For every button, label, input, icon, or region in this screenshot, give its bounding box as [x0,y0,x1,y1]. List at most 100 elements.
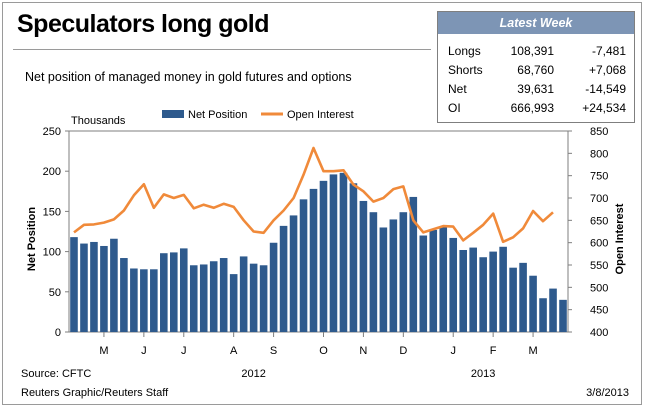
y-tick-label-left: 150 [43,206,61,218]
row-label: OI [448,101,461,115]
bar-net-position [519,262,527,332]
latest-week-row-oi: OI 666,993 +24,534 [438,101,634,119]
bar-net-position [110,238,118,332]
bar-net-position [269,242,278,332]
x-tick-label: F [490,345,497,357]
x-year-label: 2012 [241,368,265,380]
x-year-label: 2013 [471,368,495,380]
bar-net-position [369,212,378,332]
bar-net-position [259,265,268,332]
bar-net-position [309,188,318,332]
bar-net-position [120,258,128,332]
legend-swatch-net-position [162,110,184,118]
bar-net-position [140,269,148,332]
row-value: 68,760 [517,63,554,77]
bar-net-position [459,249,468,332]
bar-net-position [379,227,388,332]
row-label: Shorts [448,63,483,77]
bar-net-position [229,274,238,332]
line-open-interest [73,146,554,244]
x-tick-label: M [99,345,108,357]
legend-label-net-position: Net Position [188,109,247,121]
bar-net-position [150,269,158,332]
latest-week-row-longs: Longs 108,391 -7,481 [438,44,634,62]
bar-net-position [160,253,168,332]
y-tick-label-right: 600 [590,238,608,250]
y-tick-label-right: 400 [590,327,608,339]
bar-net-position [549,288,557,332]
bar-net-position [209,261,218,332]
legend-label-open-interest: Open Interest [287,109,354,121]
bar-net-position [279,225,288,332]
y-tick-label-right: 650 [590,215,608,227]
row-value: 666,993 [510,101,554,115]
bar-net-position [130,268,138,332]
y-tick-label-left: 100 [43,247,61,259]
latest-week-row-shorts: Shorts 68,760 +7,068 [438,63,634,81]
y-tick-label-right: 550 [590,260,608,272]
chart-title: Speculators long gold [17,10,270,38]
row-value: 108,391 [510,44,554,58]
bar-net-position [169,252,178,332]
bar-net-position [409,196,418,332]
bar-net-position [329,174,338,332]
x-tick-label: D [399,345,407,357]
bar-net-position [539,298,547,332]
bar-net-position [219,258,228,332]
bar-net-position [359,200,368,332]
bar-net-position [509,267,517,332]
bar-net-position [90,241,98,332]
y-tick-label-left: 50 [49,287,61,299]
x-tick-label: O [319,345,328,357]
chart-subtitle: Net position of managed money in gold fu… [25,70,352,84]
bar-net-position [529,275,537,332]
row-change: -7,481 [591,44,626,58]
y-tick-label-right: 500 [590,282,608,294]
y-tick-label-right: 800 [590,148,608,160]
bar-net-position [70,237,78,332]
x-tick-label: S [270,345,277,357]
bar-net-position [489,251,497,332]
bar-net-position [199,264,208,332]
bar-net-position [100,245,108,332]
latest-week-panel: Latest Week Longs 108,391 -7,481 Shorts … [437,11,635,123]
y-tick-label-left: 0 [55,327,61,339]
x-tick-label: J [141,345,147,357]
bar-net-position [439,227,448,332]
row-change: +7,068 [588,63,626,77]
x-tick-label: N [359,345,367,357]
credit-note: Reuters Graphic/Reuters Staff [21,387,169,399]
bar-net-position [249,263,258,332]
bar-net-position [389,219,398,332]
bar-net-position [339,172,348,332]
y-tick-label-right: 850 [590,126,608,138]
x-tick-label: M [528,345,537,357]
latest-week-row-net: Net 39,631 -14,549 [438,82,634,100]
legend: Net Position Open Interest [162,109,354,121]
bar-net-position [299,199,308,332]
bar-net-position [559,299,567,332]
bar-net-position [479,257,487,332]
y-axis-label-right: Open Interest [614,203,626,274]
row-value: 39,631 [517,82,554,96]
bar-net-position [429,229,438,332]
bar-net-position [349,183,358,332]
x-tick-label: A [230,345,238,357]
row-change: +24,534 [582,101,626,115]
y-tick-label-right: 750 [590,171,608,183]
row-label: Net [448,82,467,96]
bar-net-position [419,235,428,332]
y-tick-label-left: 250 [43,126,61,138]
y-axis-label-left: Net Position [26,207,38,271]
unit-label: Thousands [71,115,126,127]
title-rule [13,49,431,50]
bar-net-position [289,215,298,332]
y-tick-label-left: 200 [43,166,61,178]
bar-net-position [319,180,328,332]
x-tick-label: J [450,345,456,357]
bar-net-position [189,265,198,332]
y-tick-label-right: 450 [590,305,608,317]
bar-net-position [179,248,188,332]
date-note: 3/8/2013 [586,387,629,399]
bar-net-position [469,247,477,332]
